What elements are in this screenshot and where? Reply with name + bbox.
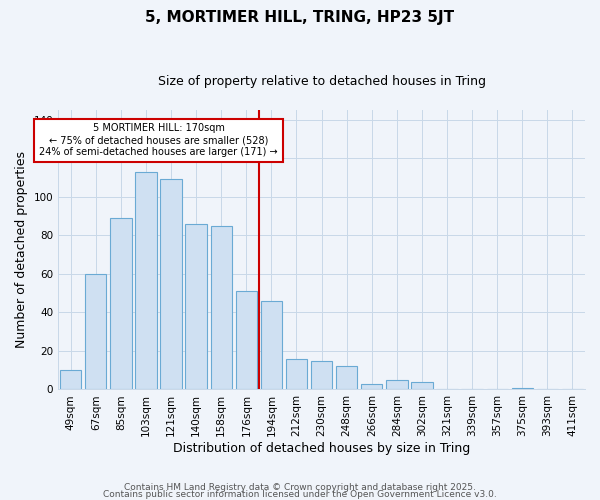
Text: 5 MORTIMER HILL: 170sqm
← 75% of detached houses are smaller (528)
24% of semi-d: 5 MORTIMER HILL: 170sqm ← 75% of detache… bbox=[39, 124, 278, 156]
Text: Contains public sector information licensed under the Open Government Licence v3: Contains public sector information licen… bbox=[103, 490, 497, 499]
Bar bbox=[261, 301, 282, 390]
Y-axis label: Number of detached properties: Number of detached properties bbox=[15, 151, 28, 348]
Bar bbox=[60, 370, 82, 390]
Bar bbox=[185, 224, 207, 390]
Bar bbox=[85, 274, 106, 390]
Bar bbox=[160, 180, 182, 390]
Bar bbox=[110, 218, 131, 390]
Bar bbox=[311, 360, 332, 390]
Title: Size of property relative to detached houses in Tring: Size of property relative to detached ho… bbox=[158, 75, 485, 88]
Bar bbox=[336, 366, 358, 390]
X-axis label: Distribution of detached houses by size in Tring: Distribution of detached houses by size … bbox=[173, 442, 470, 455]
Bar bbox=[512, 388, 533, 390]
Text: 5, MORTIMER HILL, TRING, HP23 5JT: 5, MORTIMER HILL, TRING, HP23 5JT bbox=[145, 10, 455, 25]
Bar bbox=[286, 358, 307, 390]
Bar bbox=[236, 291, 257, 390]
Bar bbox=[386, 380, 407, 390]
Bar bbox=[361, 384, 382, 390]
Bar bbox=[411, 382, 433, 390]
Bar bbox=[211, 226, 232, 390]
Bar bbox=[136, 172, 157, 390]
Text: Contains HM Land Registry data © Crown copyright and database right 2025.: Contains HM Land Registry data © Crown c… bbox=[124, 484, 476, 492]
